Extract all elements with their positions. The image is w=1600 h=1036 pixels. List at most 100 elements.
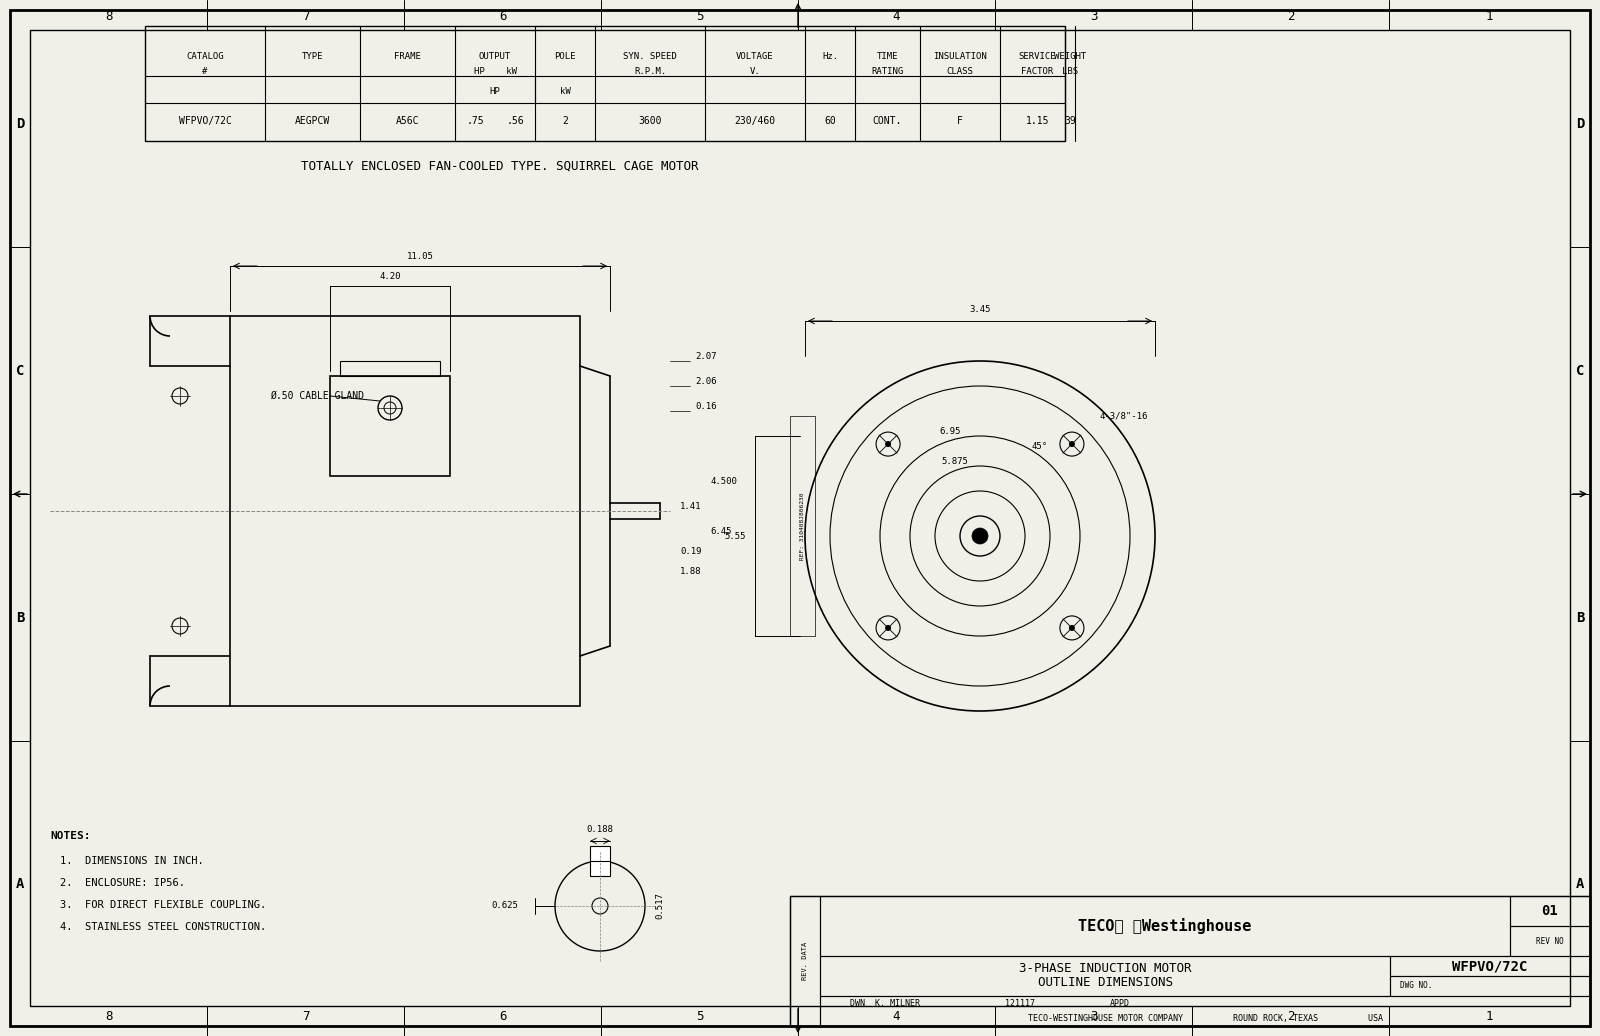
- Text: 8: 8: [104, 1009, 112, 1023]
- Text: 0.19: 0.19: [680, 547, 701, 555]
- Text: AEGPCW: AEGPCW: [294, 116, 330, 126]
- Text: 1.88: 1.88: [680, 567, 701, 576]
- Text: OUTLINE DIMENSIONS: OUTLINE DIMENSIONS: [1037, 976, 1173, 988]
- Text: 0.16: 0.16: [694, 402, 717, 410]
- Text: DWG NO.: DWG NO.: [1400, 981, 1432, 990]
- Text: 5.55: 5.55: [725, 531, 746, 541]
- Bar: [1390, 976, 1590, 996]
- Text: WEIGHT: WEIGHT: [1054, 52, 1086, 60]
- Text: 45°: 45°: [1032, 441, 1048, 451]
- Text: SYN. SPEED: SYN. SPEED: [622, 52, 677, 60]
- Text: D: D: [1576, 116, 1584, 131]
- Text: REV. DATA: REV. DATA: [802, 942, 808, 980]
- Text: .56: .56: [506, 116, 523, 126]
- Text: 39: 39: [1064, 116, 1075, 126]
- Text: F: F: [957, 116, 963, 126]
- Text: 3600: 3600: [638, 116, 662, 126]
- Text: 4: 4: [893, 1009, 901, 1023]
- Text: 6: 6: [499, 9, 506, 23]
- Text: 3: 3: [1090, 1009, 1098, 1023]
- Text: 0.625: 0.625: [491, 901, 518, 911]
- Text: CONT.: CONT.: [874, 116, 902, 126]
- Text: OUTPUT: OUTPUT: [478, 52, 510, 60]
- Text: WFPVO/72C: WFPVO/72C: [179, 116, 232, 126]
- Text: TOTALLY ENCLOSED FAN-COOLED TYPE. SQUIRREL CAGE MOTOR: TOTALLY ENCLOSED FAN-COOLED TYPE. SQUIRR…: [301, 160, 699, 173]
- Text: POLE: POLE: [554, 52, 576, 60]
- Text: D: D: [16, 116, 24, 131]
- Text: 121117: 121117: [1005, 1000, 1035, 1008]
- Circle shape: [973, 528, 989, 544]
- Text: 7: 7: [302, 1009, 309, 1023]
- Text: 230/460: 230/460: [734, 116, 776, 126]
- Text: 11.05: 11.05: [406, 252, 434, 260]
- Text: R.P.M.: R.P.M.: [634, 66, 666, 76]
- Text: 4.500: 4.500: [710, 477, 738, 486]
- Text: SERVICE: SERVICE: [1019, 52, 1056, 60]
- Text: 1: 1: [1486, 1009, 1493, 1023]
- Text: TECOⓅ ⓦWestinghouse: TECOⓅ ⓦWestinghouse: [1078, 918, 1251, 934]
- Text: 6: 6: [499, 1009, 506, 1023]
- Text: 1.  DIMENSIONS IN INCH.: 1. DIMENSIONS IN INCH.: [61, 856, 203, 866]
- Text: 4: 4: [893, 9, 901, 23]
- Text: APPD: APPD: [1110, 1000, 1130, 1008]
- Text: C: C: [16, 364, 24, 377]
- Bar: [330, 376, 450, 476]
- Text: Hz.: Hz.: [822, 52, 838, 60]
- Circle shape: [1069, 441, 1075, 448]
- Text: 6.95: 6.95: [939, 427, 960, 435]
- Text: WFPVO/72C: WFPVO/72C: [1453, 959, 1528, 973]
- Text: 60: 60: [824, 116, 835, 126]
- Bar: [1510, 896, 1590, 926]
- Text: #: #: [202, 66, 208, 76]
- Text: 3.  FOR DIRECT FLEXIBLE COUPLING.: 3. FOR DIRECT FLEXIBLE COUPLING.: [61, 900, 266, 910]
- Text: 1.41: 1.41: [680, 501, 701, 511]
- Text: 2.07: 2.07: [694, 351, 717, 361]
- Text: TIME: TIME: [877, 52, 898, 60]
- Text: 0.517: 0.517: [656, 893, 664, 919]
- Text: 3: 3: [1090, 9, 1098, 23]
- Text: B: B: [16, 610, 24, 625]
- Text: V.: V.: [750, 66, 760, 76]
- Text: FACTOR: FACTOR: [1021, 66, 1054, 76]
- Text: 4.20: 4.20: [379, 271, 400, 281]
- Text: kW: kW: [560, 86, 570, 95]
- Circle shape: [1069, 625, 1075, 631]
- Bar: [819, 996, 1590, 1026]
- Text: A: A: [1576, 876, 1584, 891]
- Text: REF: 310408J806230: REF: 310408J806230: [800, 492, 805, 559]
- Bar: [819, 896, 1510, 956]
- Text: 3-PHASE INDUCTION MOTOR: 3-PHASE INDUCTION MOTOR: [1019, 962, 1192, 976]
- Text: A: A: [16, 876, 24, 891]
- Text: B: B: [1576, 610, 1584, 625]
- Text: CATALOG: CATALOG: [186, 52, 224, 60]
- Text: 0.188: 0.188: [587, 825, 613, 834]
- Text: 1.15: 1.15: [1026, 116, 1050, 126]
- Text: 5: 5: [696, 9, 704, 23]
- Text: 2.06: 2.06: [694, 376, 717, 385]
- Text: INSULATION: INSULATION: [933, 52, 987, 60]
- Bar: [819, 956, 1390, 996]
- Bar: [790, 896, 1590, 1026]
- Bar: [1510, 926, 1590, 956]
- Text: 5: 5: [696, 1009, 704, 1023]
- Text: LBS: LBS: [1062, 66, 1078, 76]
- Bar: [1390, 956, 1590, 976]
- Text: A56C: A56C: [395, 116, 419, 126]
- Text: DWN  K. MILNER: DWN K. MILNER: [850, 1000, 920, 1008]
- Text: 01: 01: [1542, 904, 1558, 918]
- Text: HP    kW: HP kW: [474, 66, 517, 76]
- Text: 4.  STAINLESS STEEL CONSTRUCTION.: 4. STAINLESS STEEL CONSTRUCTION.: [61, 922, 266, 932]
- Text: 2.  ENCLOSURE: IP56.: 2. ENCLOSURE: IP56.: [61, 877, 186, 888]
- Text: 2: 2: [1286, 1009, 1294, 1023]
- Circle shape: [885, 625, 891, 631]
- Text: 7: 7: [302, 9, 309, 23]
- Text: Ø.50 CABLE GLAND: Ø.50 CABLE GLAND: [270, 391, 365, 401]
- Text: 2: 2: [1286, 9, 1294, 23]
- Text: .75: .75: [466, 116, 483, 126]
- Bar: [146, 26, 1066, 141]
- Text: TYPE: TYPE: [302, 52, 323, 60]
- Text: FRAME: FRAME: [394, 52, 421, 60]
- Text: 2: 2: [562, 116, 568, 126]
- Bar: [590, 846, 610, 876]
- Text: TECO-WESTINGHOUSE MOTOR COMPANY          ROUND ROCK, TEXAS          USA: TECO-WESTINGHOUSE MOTOR COMPANY ROUND RO…: [1027, 1013, 1382, 1023]
